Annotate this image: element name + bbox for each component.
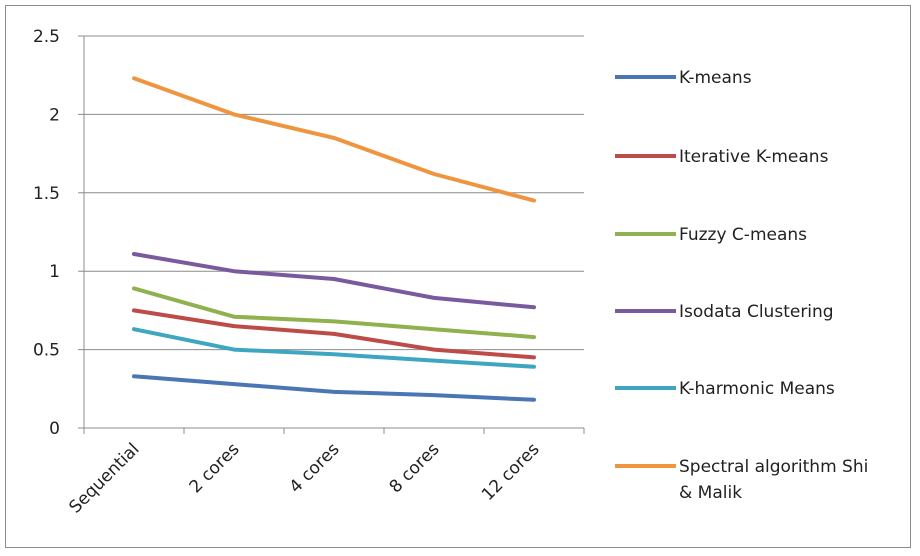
- legend-label: Isodata Clustering: [679, 302, 834, 322]
- y-tick-label: 1: [49, 262, 60, 282]
- series-lines: [132, 76, 536, 402]
- axes: [83, 36, 584, 429]
- y-tick-label: 2.5: [33, 27, 60, 47]
- series-line-2: [132, 286, 536, 340]
- legend-label: Iterative K-means: [679, 147, 829, 167]
- y-tick-label: 1.5: [33, 184, 60, 204]
- legend-label: Spectral algorithm Shi & Malik: [679, 457, 868, 503]
- x-tick-label: 4 cores: [286, 439, 344, 497]
- series-line-4: [132, 327, 536, 369]
- series-line-3: [132, 252, 536, 310]
- gridlines: [84, 35, 584, 351]
- y-axis-ticks: 0 0.5 1 1.5 2 2.5: [33, 27, 84, 439]
- series-line-0: [132, 374, 536, 402]
- series-line-1: [132, 308, 536, 360]
- x-axis-ticks: Sequential 2 cores 4 cores 8 cores 12 cores: [65, 428, 585, 518]
- y-tick-label: 2: [49, 105, 60, 125]
- legend: K-means Iterative K-means Fuzzy C-means Iso…: [615, 68, 868, 503]
- legend-label: K-harmonic Means: [679, 379, 835, 399]
- x-tick-label: 12 cores: [478, 439, 544, 505]
- chart-frame: [5, 5, 911, 548]
- legend-label: Fuzzy C-means: [679, 225, 807, 245]
- series-line-5: [132, 76, 536, 203]
- x-tick-label: Sequential: [65, 439, 143, 517]
- legend-label: K-means: [679, 68, 752, 88]
- x-tick-label: 2 cores: [186, 439, 244, 497]
- x-tick-label: 8 cores: [386, 439, 444, 497]
- y-tick-label: 0.5: [33, 341, 60, 361]
- y-tick-label: 0: [49, 419, 60, 439]
